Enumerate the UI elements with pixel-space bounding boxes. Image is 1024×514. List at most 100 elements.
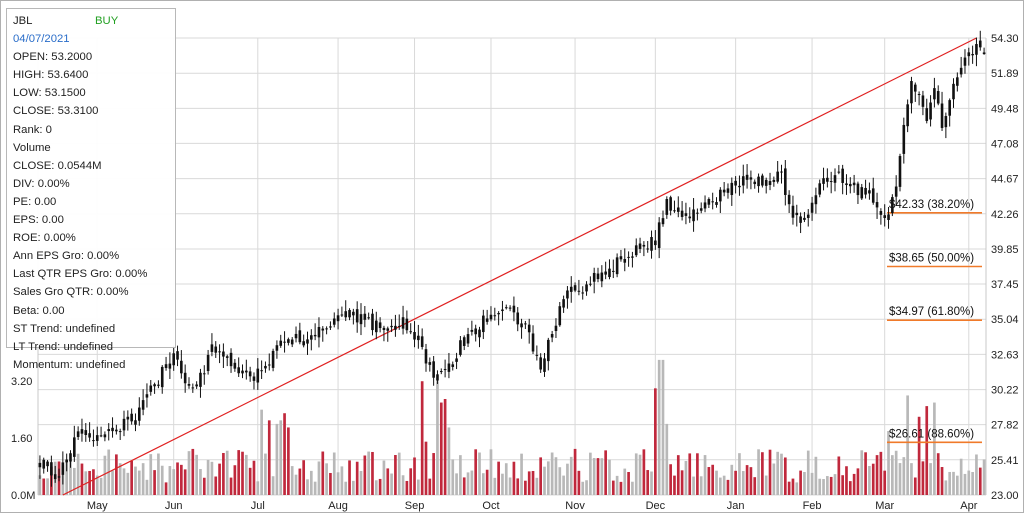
price-bar [768,172,772,191]
price-bar [929,95,932,127]
lt-trend-value: LT Trend: undefined [13,340,114,353]
month-tick-label: Dec [646,500,666,512]
price-bar [501,300,504,321]
price-bar [424,343,428,372]
month-tick-label: Jul [251,500,265,512]
volume-bar [860,450,864,495]
price-bar [879,208,883,225]
price-bar [439,368,443,375]
volume-bar [428,478,432,495]
volume-bar [355,461,359,495]
high-value: HIGH: 53.6400 [13,69,89,82]
price-bar [279,334,283,348]
price-bar [290,337,294,348]
volume-close-value: CLOSE: 0.0544M [13,159,102,172]
price-bar [103,431,107,442]
volume-bar [191,448,195,495]
price-bar-body [401,317,405,329]
price-bar-body [703,202,707,209]
volume-bar [397,452,401,495]
price-bar-body [424,349,428,364]
price-bar-body [428,362,432,365]
beta-value: Beta: 0.00 [13,304,65,317]
info-panel: JBL BUY 04/07/2021 OPEN: 53.2000 HIGH: 5… [6,8,176,371]
volume-bar [111,470,114,495]
volume-bar [676,455,680,495]
volume-bar [634,453,638,495]
price-bar [554,318,558,338]
price-bar-body [562,299,565,308]
price-bar [936,85,940,106]
price-bar-body [795,212,799,216]
price-bar [524,320,527,330]
volume-bar [906,395,909,495]
price-bar-body [206,354,210,372]
volume-bar [378,478,382,495]
price-tick-label: 30.22 [991,385,1019,397]
price-bar-body [589,283,592,285]
volume-bar [424,441,428,495]
volume-bar [806,450,810,495]
volume-bar [126,472,130,495]
price-bar-body [248,371,252,377]
price-bar [260,360,263,379]
price-bar-body [325,328,328,330]
month-tick-label: Jun [165,500,183,512]
volume-bar [317,461,321,495]
price-tick-label: 27.82 [991,420,1019,432]
volume-bar [275,423,279,495]
price-bar [738,175,741,196]
volume-bar [210,461,214,495]
fib-level-label: $38.65 (50.00%) [889,253,974,265]
volume-bar [466,472,470,495]
price-bar [963,49,967,74]
price-bar-body [967,52,971,57]
price-bar [791,195,795,225]
volume-bar [172,469,176,495]
volume-bar [730,464,734,495]
price-bar-body [126,416,130,420]
price-tick-label: 25.41 [991,455,1019,467]
volume-bar [222,452,225,495]
price-bar-body [134,420,137,425]
volume-bar [761,452,764,495]
volume-bar [336,472,340,495]
volume-bar [42,478,46,495]
roe-value: ROE: 0.00% [13,232,76,245]
price-bar [271,348,275,372]
price-bar-body [696,212,699,214]
price-bar [913,82,917,102]
price-bar [673,200,676,213]
volume-bar [772,463,776,495]
price-bar [329,321,332,331]
volume-bar [180,464,183,495]
price-bar-body [791,205,795,218]
price-bar-body [841,168,844,183]
price-bar-body [726,188,730,193]
price-bar-body [340,314,344,316]
volume-bar [359,470,363,495]
volume-bar [264,453,267,495]
price-bar-body [604,271,607,275]
price-bar [160,365,164,394]
month-tick-label: Jan [727,500,745,512]
price-bar-body [814,195,818,205]
price-bar [784,160,787,206]
volume-bar [512,461,516,495]
price-bar [283,331,286,353]
month-tick-label: Apr [960,500,977,512]
price-bar [646,241,650,253]
price-bar [363,306,367,328]
price-bar [566,286,569,309]
volume-bar [814,456,818,495]
price-bar-body [294,333,298,339]
price-bar [795,204,799,227]
volume-bar [145,479,149,495]
price-tick-label: 49.48 [991,103,1019,115]
price-bar-body [738,185,741,188]
price-bar-body [302,341,305,346]
price-bar-body [761,175,764,186]
st-trend-value: ST Trend: undefined [13,322,116,335]
price-bar [967,47,971,66]
price-bar-body [581,292,585,294]
